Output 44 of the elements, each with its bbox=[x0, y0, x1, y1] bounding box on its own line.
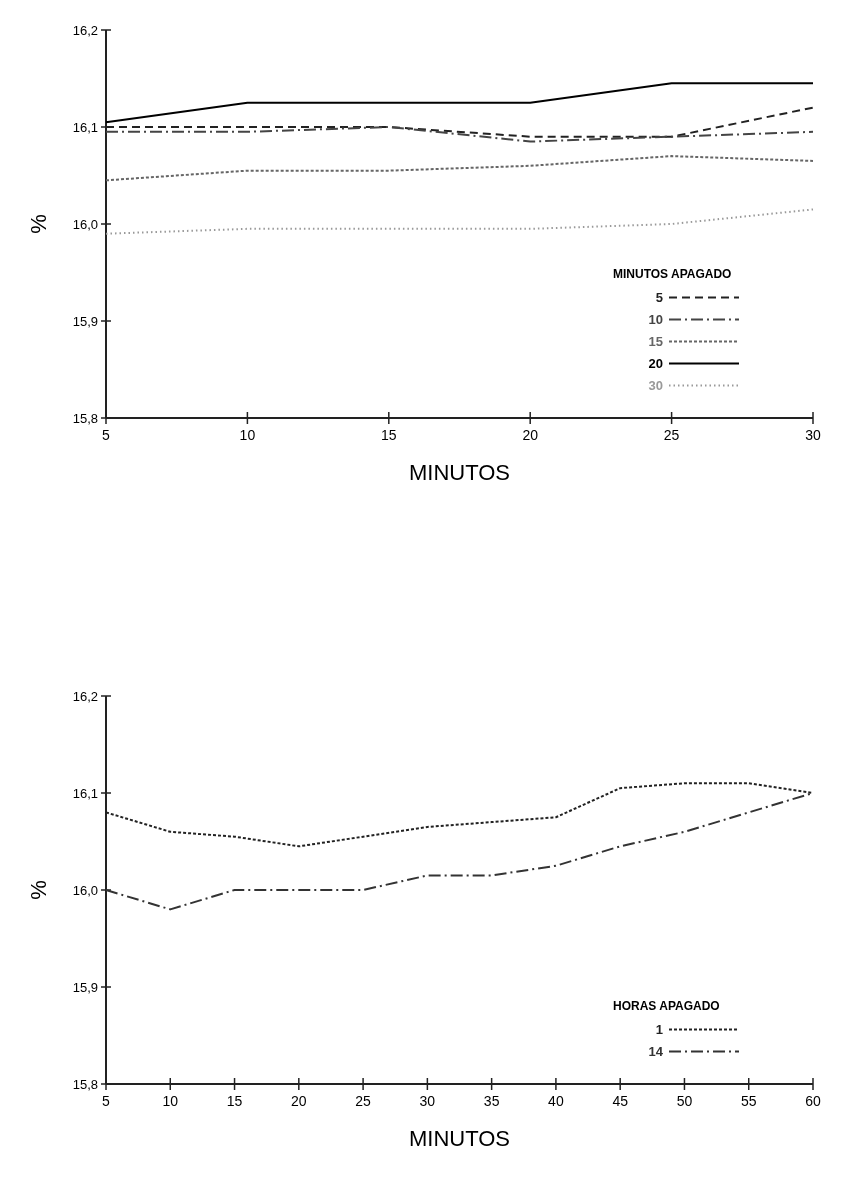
text: 1 bbox=[655, 1022, 663, 1037]
y-tick-label: 16,1 bbox=[72, 119, 98, 135]
x-tick-label: 50 bbox=[676, 1093, 693, 1109]
y-tick-label: 15,9 bbox=[72, 979, 98, 995]
text: 20 bbox=[648, 356, 663, 371]
x-tick-label: 10 bbox=[162, 1093, 179, 1109]
x-tick-label: 10 bbox=[239, 427, 256, 443]
x-axis-title: MINUTOS bbox=[408, 1126, 511, 1151]
x-tick-label: 25 bbox=[663, 427, 680, 443]
y-tick-label: 15,8 bbox=[72, 410, 98, 426]
x-tick-label: 25 bbox=[355, 1093, 372, 1109]
text: 5 bbox=[655, 290, 663, 305]
line-series bbox=[105, 155, 814, 182]
x-tick-label: 20 bbox=[522, 427, 539, 443]
line-series bbox=[105, 208, 814, 235]
line-series bbox=[105, 126, 814, 143]
text: 15 bbox=[648, 334, 663, 349]
x-tick-label: 30 bbox=[419, 1093, 436, 1109]
x-tick-label: 60 bbox=[805, 1093, 821, 1109]
y-tick-label: 16,2 bbox=[72, 22, 98, 38]
y-tick-label: 16,0 bbox=[72, 882, 98, 898]
x-axis-title: MINUTOS bbox=[408, 460, 511, 485]
text: 10 bbox=[648, 312, 663, 327]
x-tick-label: 15 bbox=[226, 1093, 243, 1109]
y-tick-label: 16,2 bbox=[72, 688, 98, 704]
y-tick-label: 15,9 bbox=[72, 313, 98, 329]
x-tick-label: 5 bbox=[102, 1093, 111, 1109]
y-tick-label: 16,1 bbox=[72, 785, 98, 801]
x-tick-label: 35 bbox=[483, 1093, 500, 1109]
text: 30 bbox=[648, 378, 663, 393]
x-tick-label: 40 bbox=[548, 1093, 564, 1109]
x-tick-label: 55 bbox=[740, 1093, 757, 1109]
legend-title: MINUTOS APAGADO bbox=[613, 267, 732, 281]
legend-title: HORAS APAGADO bbox=[613, 999, 720, 1013]
y-tick-label: 15,8 bbox=[72, 1076, 98, 1092]
text: 14 bbox=[648, 1044, 664, 1059]
x-tick-label: 30 bbox=[805, 427, 821, 443]
x-tick-label: 20 bbox=[291, 1093, 307, 1109]
y-tick-label: 16,0 bbox=[72, 216, 98, 232]
x-tick-label: 15 bbox=[381, 427, 397, 443]
x-tick-label: 5 bbox=[102, 427, 111, 443]
y-axis-title: % bbox=[26, 880, 51, 900]
y-axis-title: % bbox=[26, 214, 51, 234]
x-tick-label: 45 bbox=[612, 1093, 629, 1109]
